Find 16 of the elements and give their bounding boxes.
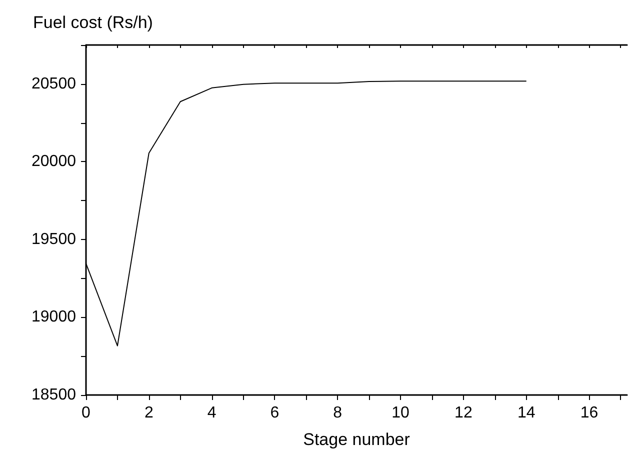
y-tick-label: 19500 <box>32 230 76 248</box>
y-axis-title: Fuel cost (Rs/h) <box>33 13 153 32</box>
x-axis-title: Stage number <box>303 430 410 449</box>
x-tick-label: 8 <box>333 404 342 422</box>
y-tick-label: 19000 <box>32 308 76 326</box>
y-tick-label: 18500 <box>32 386 76 404</box>
x-tick-label: 4 <box>207 404 216 422</box>
x-tick-label: 16 <box>580 404 598 422</box>
x-tick-label: 2 <box>144 404 154 422</box>
y-tick-label: 20500 <box>32 75 76 92</box>
x-tick-label: 14 <box>517 404 536 422</box>
x-tick-label: 6 <box>270 404 280 422</box>
x-tick-label: 10 <box>392 404 410 422</box>
y-tick-label: 20000 <box>32 153 76 170</box>
x-tick-label: 12 <box>454 404 472 422</box>
x-tick-label: 0 <box>82 404 91 422</box>
